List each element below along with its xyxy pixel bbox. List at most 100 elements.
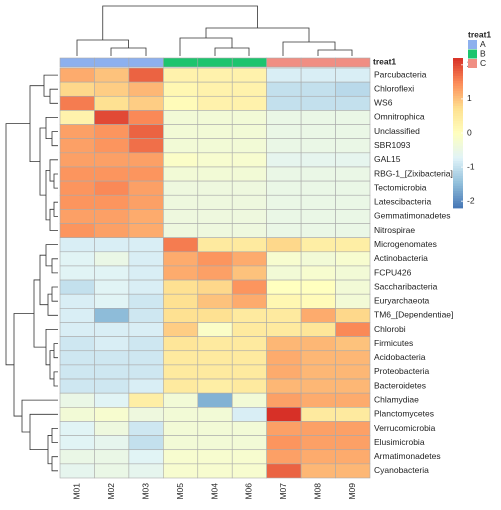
heatmap-cell	[128, 138, 164, 154]
heatmap-cell	[163, 449, 199, 465]
heatmap-cell	[231, 209, 267, 224]
annotation-cell	[335, 57, 371, 68]
heatmap-cell	[128, 463, 164, 479]
heatmap-cell	[128, 265, 164, 281]
heatmap-cell	[300, 67, 336, 83]
heatmap-cell	[59, 138, 95, 154]
heatmap-cell	[335, 435, 371, 451]
heatmap-cell	[266, 449, 302, 465]
heatmap-cell	[266, 322, 302, 337]
heatmap-cell	[335, 251, 371, 267]
heatmap-cell	[335, 194, 371, 210]
heatmap-cell	[94, 81, 130, 97]
heatmap-cell	[197, 223, 233, 238]
heatmap-cell	[300, 81, 336, 97]
heatmap-cell	[128, 449, 164, 465]
heatmap-cell	[128, 293, 164, 309]
colorbar-tick-label: -1	[467, 161, 475, 171]
heatmap-cell	[163, 251, 199, 267]
heatmap-cell	[231, 449, 267, 465]
heatmap-cell	[94, 364, 130, 380]
colorbar-segment	[453, 158, 463, 161]
heatmap-cell	[266, 194, 302, 210]
heatmap-cell	[94, 138, 130, 154]
heatmap-cell	[163, 279, 199, 295]
heatmap-cell	[163, 364, 199, 380]
heatmap-cell	[94, 251, 130, 267]
heatmap-cell	[128, 180, 164, 196]
colorbar-segment	[453, 103, 463, 106]
colorbar-segment	[453, 70, 463, 74]
annotation-label: treat1	[373, 56, 396, 66]
colorbar-segment	[453, 90, 463, 94]
row-label: Chlamydiae	[374, 394, 419, 404]
heatmap-cell	[266, 124, 302, 139]
heatmap-cell	[59, 223, 95, 238]
colorbar-segment	[453, 153, 463, 156]
heatmap-cell	[59, 67, 95, 83]
colorbar-segment	[453, 75, 463, 79]
heatmap-cell	[94, 293, 130, 309]
colorbar-segment	[453, 120, 463, 124]
heatmap-cell	[128, 166, 164, 182]
heatmap-cell	[163, 152, 199, 168]
row-dendrogram	[5, 74, 58, 472]
heatmap-cell	[163, 81, 199, 97]
column-label: M06	[244, 483, 254, 500]
heatmap-cell	[335, 223, 371, 238]
heatmap-cell	[163, 180, 199, 196]
heatmap-cell	[94, 166, 130, 182]
heatmap-cell	[59, 265, 95, 281]
heatmap-cell	[163, 463, 199, 479]
heatmap-cell	[128, 237, 164, 253]
heatmap-cell	[231, 152, 267, 168]
heatmap-cell	[59, 194, 95, 210]
heatmap-cell	[266, 110, 302, 125]
heatmap-cell	[163, 350, 199, 366]
colorbar-tick-label: 1	[467, 93, 472, 103]
row-label: Armatimonadetes	[374, 451, 441, 461]
heatmap-cell	[94, 435, 130, 451]
legend-label: B	[480, 48, 486, 58]
heatmap-cell	[231, 279, 267, 295]
heatmap-cell	[335, 293, 371, 309]
heatmap-cell	[163, 322, 199, 337]
annotation-cell	[59, 57, 95, 68]
row-label: Elusimicrobia	[374, 437, 425, 447]
heatmap-cell	[59, 95, 95, 111]
legend-title: treat1	[468, 29, 491, 39]
heatmap-cell	[128, 378, 164, 394]
heatmap-cell	[59, 81, 95, 97]
heatmap-cell	[231, 463, 267, 479]
heatmap-cell	[335, 336, 371, 352]
heatmap-cell	[163, 421, 199, 436]
heatmap-cell	[300, 279, 336, 295]
heatmap-cell	[231, 435, 267, 451]
heatmap-cell	[300, 449, 336, 465]
row-label: Acidobacteria	[374, 352, 426, 362]
heatmap-cell	[231, 110, 267, 125]
heatmap-cell	[128, 95, 164, 111]
heatmap-cell	[197, 378, 233, 394]
colorbar-segment	[453, 140, 463, 144]
heatmap-cell	[266, 237, 302, 253]
heatmap-cell	[335, 166, 371, 182]
annotation-cell	[163, 57, 199, 68]
heatmap-cell	[300, 237, 336, 253]
heatmap-cell	[197, 463, 233, 479]
colorbar-segment	[453, 145, 463, 149]
colorbar-segment	[453, 95, 463, 99]
heatmap-cell	[59, 279, 95, 295]
colorbar-segment	[453, 135, 463, 139]
heatmap-cell	[231, 378, 267, 394]
colorbar-segment	[453, 168, 463, 171]
heatmap-cell	[197, 336, 233, 352]
heatmap-cell	[300, 110, 336, 125]
colorbar-segment	[453, 143, 463, 146]
heatmap-cell	[163, 293, 199, 309]
row-label: Microgenomates	[374, 239, 437, 249]
heatmap-cell	[335, 421, 371, 436]
heatmap-cell	[197, 350, 233, 366]
heatmap-cell	[163, 237, 199, 253]
heatmap-cell	[163, 223, 199, 238]
